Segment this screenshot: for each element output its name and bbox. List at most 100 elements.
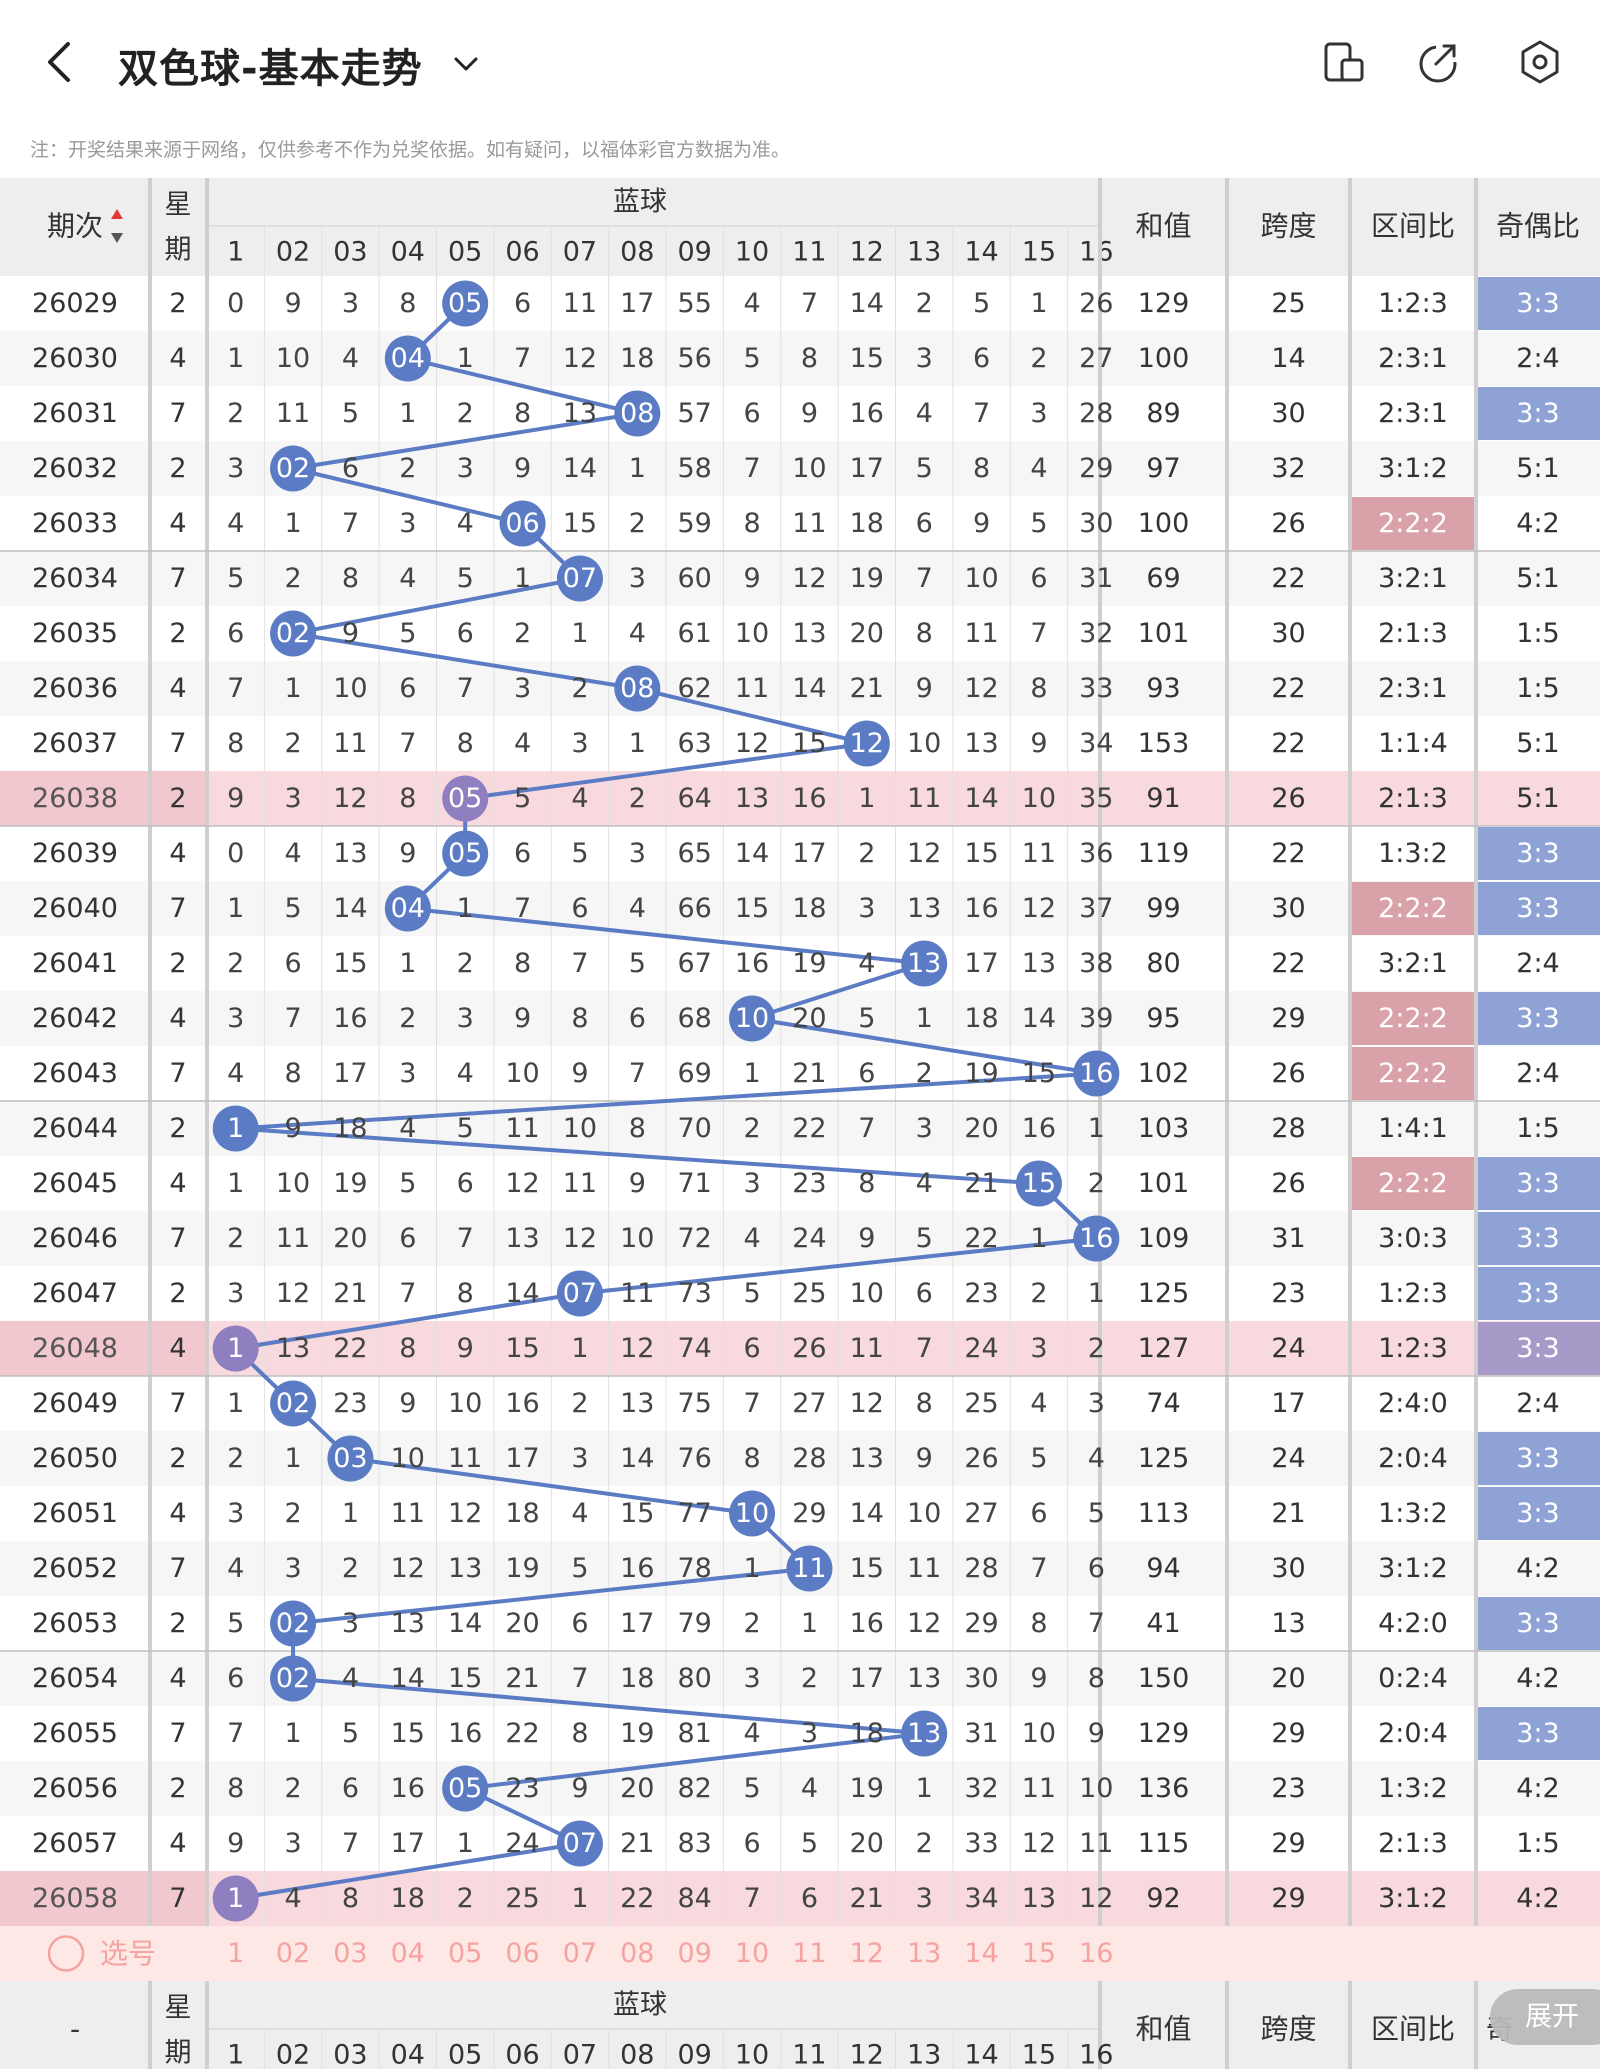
select-ball-16[interactable]: 16 <box>1079 1938 1113 1969</box>
select-ball-15[interactable]: 15 <box>1022 1938 1056 1969</box>
highlight-row <box>0 1321 1600 1376</box>
footer-blue-col: 10 <box>735 2040 769 2069</box>
zone-cell: 2:0:4 <box>1378 1443 1448 1474</box>
miss-count-cell: 10 <box>1079 1773 1113 1804</box>
select-ball-06[interactable]: 06 <box>505 1938 539 1969</box>
miss-count-cell: 5 <box>227 1608 244 1639</box>
week-cell: 2 <box>169 288 186 319</box>
miss-count-cell: 1 <box>629 728 646 759</box>
select-radio-icon[interactable] <box>47 1935 85 1972</box>
blue-ball-number: 05 <box>448 288 482 319</box>
miss-count-cell: 5 <box>399 1168 416 1199</box>
blue-ball-number: 08 <box>620 673 654 704</box>
period-cell: 26031 <box>32 398 118 429</box>
miss-count-cell: 14 <box>850 1498 884 1529</box>
expand-button-label[interactable]: 展开 <box>1525 2002 1579 2033</box>
miss-count-cell: 8 <box>743 508 760 539</box>
blue-ball <box>729 995 776 1042</box>
share-icon[interactable] <box>1414 38 1462 86</box>
miss-count-cell: 4 <box>1088 1443 1105 1474</box>
miss-count-cell: 7 <box>227 1718 244 1749</box>
chevron-down-icon[interactable] <box>452 50 480 78</box>
blue-ball-number: 02 <box>276 453 310 484</box>
sort-down-icon[interactable] <box>111 233 123 243</box>
table-row <box>0 1266 1600 1321</box>
miss-count-cell: 16 <box>448 1718 482 1749</box>
select-ball-10[interactable]: 10 <box>735 1938 769 1969</box>
miss-count-cell: 2 <box>227 398 244 429</box>
select-ball-02[interactable]: 02 <box>276 1938 310 1969</box>
miss-count-cell: 13 <box>907 1663 941 1694</box>
period-cell: 26053 <box>32 1608 118 1639</box>
back-arrow-icon[interactable] <box>40 38 80 86</box>
miss-count-cell: 1 <box>1088 1278 1105 1309</box>
zone-cell: 1:2:3 <box>1378 1278 1448 1309</box>
miss-count-cell: 2 <box>916 1058 933 1089</box>
miss-count-cell: 8 <box>342 563 359 594</box>
miss-count-cell: 24 <box>964 1333 998 1364</box>
miss-count-cell: 28 <box>792 1443 826 1474</box>
miss-count-cell: 5 <box>571 1553 588 1584</box>
page-title[interactable]: 双色球-基本走势 <box>118 46 423 92</box>
week-cell: 2 <box>169 948 186 979</box>
sum-cell: 129 <box>1138 1718 1190 1749</box>
sort-up-icon[interactable] <box>111 209 123 219</box>
week-cell: 2 <box>169 1773 186 1804</box>
select-ball-13[interactable]: 13 <box>907 1938 941 1969</box>
miss-count-cell: 15 <box>620 1498 654 1529</box>
miss-count-cell: 2 <box>743 1608 760 1639</box>
odd-even-highlight-cell <box>1478 277 1600 330</box>
expand-button[interactable] <box>1490 1989 1600 2045</box>
miss-count-cell: 15 <box>850 1553 884 1584</box>
select-ball-1[interactable]: 1 <box>227 1938 244 1969</box>
select-ball-11[interactable]: 11 <box>792 1938 826 1969</box>
miss-count-cell: 4 <box>1030 1388 1047 1419</box>
select-ball-03[interactable]: 03 <box>333 1938 367 1969</box>
settings-icon[interactable] <box>1516 38 1564 86</box>
miss-count-cell: 10 <box>505 1058 539 1089</box>
miss-count-cell: 6 <box>399 673 416 704</box>
miss-count-cell: 55 <box>678 288 712 319</box>
miss-count-cell: 80 <box>678 1663 712 1694</box>
week-cell: 4 <box>169 343 186 374</box>
select-number-label[interactable]: 选号 <box>100 1937 156 1970</box>
miss-count-cell: 8 <box>227 1773 244 1804</box>
miss-count-cell: 2 <box>571 1388 588 1419</box>
zone-cell: 3:2:1 <box>1378 563 1448 594</box>
header-week: 星 <box>165 190 192 221</box>
miss-count-cell: 79 <box>678 1608 712 1639</box>
select-ball-08[interactable]: 08 <box>620 1938 654 1969</box>
miss-count-cell: 68 <box>678 1003 712 1034</box>
span-cell: 31 <box>1271 1223 1305 1254</box>
miss-count-cell: 15 <box>1022 1058 1056 1089</box>
table-row <box>0 1761 1600 1816</box>
highlight-row <box>0 771 1600 826</box>
table-row <box>0 936 1600 991</box>
miss-count-cell: 9 <box>916 673 933 704</box>
miss-count-cell: 7 <box>457 673 474 704</box>
miss-count-cell: 4 <box>916 398 933 429</box>
select-ball-04[interactable]: 04 <box>391 1938 425 1969</box>
select-ball-09[interactable]: 09 <box>678 1938 712 1969</box>
device-icon[interactable] <box>1320 38 1368 86</box>
select-ball-14[interactable]: 14 <box>964 1938 998 1969</box>
miss-count-cell: 15 <box>792 728 826 759</box>
miss-count-cell: 18 <box>964 1003 998 1034</box>
select-ball-12[interactable]: 12 <box>850 1938 884 1969</box>
miss-count-cell: 1 <box>342 1498 359 1529</box>
odd-even-cell: 3:3 <box>1516 893 1559 924</box>
zone-cell: 2:3:1 <box>1378 673 1448 704</box>
select-ball-07[interactable]: 07 <box>563 1938 597 1969</box>
miss-count-cell: 17 <box>333 1058 367 1089</box>
miss-count-cell: 21 <box>505 1663 539 1694</box>
miss-count-cell: 2 <box>227 948 244 979</box>
week-cell: 2 <box>169 783 186 814</box>
select-ball-05[interactable]: 05 <box>448 1938 482 1969</box>
zone-cell: 3:1:2 <box>1378 1883 1448 1914</box>
period-cell: 26034 <box>32 563 118 594</box>
miss-count-cell: 59 <box>678 508 712 539</box>
blue-ball-number: 1 <box>227 1883 244 1914</box>
odd-even-highlight-cell <box>1478 1597 1600 1650</box>
header-blue-col: 08 <box>620 237 654 268</box>
odd-even-cell: 2:4 <box>1516 1388 1559 1419</box>
